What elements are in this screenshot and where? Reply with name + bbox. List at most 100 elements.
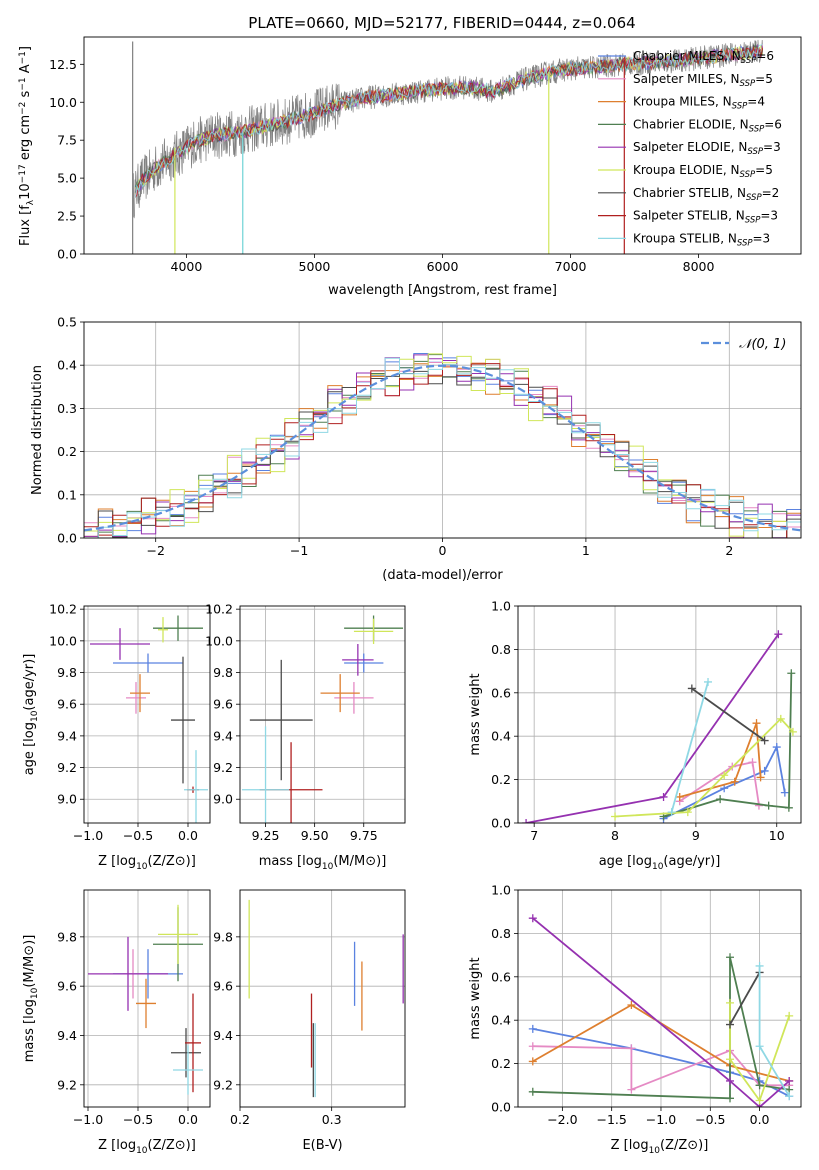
x-tick-label: −1.0 (646, 1112, 676, 1127)
y-tick-label: 9.2 (57, 1077, 77, 1092)
weight-marker (528, 1057, 537, 1066)
x-tick-label: 0.3 (322, 1112, 342, 1127)
y-tick-label: 9.8 (57, 929, 77, 944)
y-tick-label: 9.0 (57, 792, 77, 807)
x-tick-label: 7000 (555, 259, 587, 274)
weight-marker (788, 727, 797, 736)
panel-age_vs_Z: −1.0 −0.5 0.0 9.0 9.2 9.4 9.6 9.8 10.0 10.2 Z [log… (22, 602, 211, 872)
weight-marker (720, 771, 729, 780)
panel-residuals: −2 −1 0 1 2 0.0 0.1 0.2 0.3 0.4 0.5 𝒩(0, 1) (data-mo… (30, 315, 802, 583)
weight-marker (776, 714, 785, 723)
histogram-series (84, 357, 801, 538)
weight-marker (627, 1085, 636, 1094)
x-axis-label: Z [log10(Z/Z⊙)] (611, 1138, 709, 1156)
y-axis-label: mass [log10(M/M⊙)] (22, 935, 40, 1063)
histogram-series (84, 363, 801, 538)
panel-mass_vs_Z: −1.0 −0.5 0.0 9.2 9.4 9.6 9.8 Z [log10(Z/Z⊙)] ma… (22, 889, 211, 1156)
y-tick-label: 0.6 (491, 969, 511, 984)
y-tick-label: 0.6 (491, 685, 511, 700)
weight-series-line (670, 681, 709, 813)
plot-area (132, 39, 764, 254)
x-tick-label: −2 (146, 543, 164, 558)
y-tick-label: 9.2 (213, 1077, 233, 1092)
plot-area (241, 615, 404, 823)
weight-marker (780, 788, 789, 797)
y-tick-label: 0.0 (57, 247, 77, 262)
y-tick-label: 10.0 (205, 633, 233, 648)
x-tick-label: 4000 (171, 259, 203, 274)
axes-frame (239, 889, 406, 1108)
x-axis-label: Z [log10(Z/Z⊙)] (98, 1138, 196, 1156)
y-tick-label: 0.3 (57, 401, 77, 416)
axes-frame (239, 605, 406, 824)
x-tick-label: −2.0 (547, 1112, 577, 1127)
spectrum-model-line (134, 45, 764, 198)
y-tick-label: 1.0 (491, 599, 511, 614)
weight-marker (528, 1024, 537, 1033)
y-tick-label: 9.4 (57, 728, 77, 743)
y-tick-label: 5.0 (57, 171, 77, 186)
y-tick-label: 0.4 (57, 358, 77, 373)
y-tick-label: 10.0 (49, 633, 77, 648)
weight-marker (659, 792, 668, 801)
x-tick-label: 9.50 (301, 828, 329, 843)
weight-marker (687, 684, 696, 693)
x-tick-label: 0.0 (178, 828, 198, 843)
legend-label: Salpeter STELIB, NSSP=3 (633, 209, 778, 226)
y-tick-label: 0.1 (57, 487, 77, 502)
weight-series-line (729, 972, 761, 1025)
x-tick-label: −1.5 (596, 1112, 626, 1127)
weight-marker (675, 792, 684, 801)
x-tick-label: 5000 (299, 259, 331, 274)
weight-marker (726, 1076, 735, 1085)
plot-area (528, 914, 794, 1107)
weight-marker (748, 758, 757, 767)
weight-marker (726, 998, 735, 1007)
x-tick-label: −1.0 (73, 1112, 103, 1127)
panel-spectrum: 4000 5000 6000 7000 8000 0.0 2.5 5.0 7.5 10.0 12.5… (18, 36, 802, 298)
panels: 4000 5000 6000 7000 80000.02.55.07.510.012.5… (18, 36, 802, 1156)
y-tick-label: 9.4 (213, 1028, 233, 1043)
y-tick-label: 0.2 (57, 444, 77, 459)
y-tick-label: 0.5 (57, 315, 77, 330)
weight-marker (785, 1076, 794, 1085)
legend-label: Chabrier MILES, NSSP=6 (633, 49, 774, 66)
x-axis-label: E(B-V) (302, 1138, 342, 1153)
y-tick-label: 0.0 (57, 531, 77, 546)
weight-marker (726, 953, 735, 962)
y-tick-label: 2.5 (57, 209, 77, 224)
x-tick-label: 9.25 (252, 828, 280, 843)
y-tick-label: 9.0 (213, 792, 233, 807)
y-tick-label: 9.4 (57, 1028, 77, 1043)
x-tick-label: 8 (611, 828, 619, 843)
weight-marker (755, 1096, 764, 1105)
y-axis-label: mass weight (468, 673, 483, 755)
panel-age_vs_mass: 9.25 9.50 9.75 9.0 9.2 9.4 9.6 9.8 10.0 10.2 mass … (205, 602, 406, 872)
weight-marker (627, 1001, 636, 1010)
weight-marker (784, 803, 793, 812)
plot-area (90, 615, 208, 823)
weight-marker (667, 808, 676, 817)
normal-curve (84, 364, 801, 532)
legend-label: Salpeter MILES, NSSP=5 (633, 72, 773, 89)
y-tick-label: 9.8 (57, 665, 77, 680)
legend-label: Kroupa ELODIE, NSSP=5 (633, 163, 773, 180)
y-tick-label: 10.2 (49, 602, 77, 617)
weight-marker (611, 812, 620, 821)
weight-marker (528, 914, 537, 923)
panel-mass_weight_vs_Z: −2.0 −1.5 −1.0 −0.5 0.0 0.0 0.2 0.4 0.6 0.8 1.0 Z [… (468, 883, 802, 1156)
y-tick-label: 0.8 (491, 926, 511, 941)
weight-series-line (679, 722, 762, 798)
weight-series-line (532, 917, 790, 1107)
plot-area (88, 904, 203, 1095)
y-tick-label: 7.5 (57, 133, 77, 148)
spectrum-model-line (134, 44, 763, 198)
x-tick-label: −0.5 (695, 1112, 725, 1127)
weight-marker (764, 801, 773, 810)
weight-marker (754, 801, 763, 810)
x-tick-label: 0 (439, 543, 447, 558)
x-tick-label: 9 (692, 828, 700, 843)
x-axis-label: Z [log10(Z/Z⊙)] (98, 854, 196, 872)
y-axis-label: age [log10(age/yr)] (22, 654, 40, 776)
